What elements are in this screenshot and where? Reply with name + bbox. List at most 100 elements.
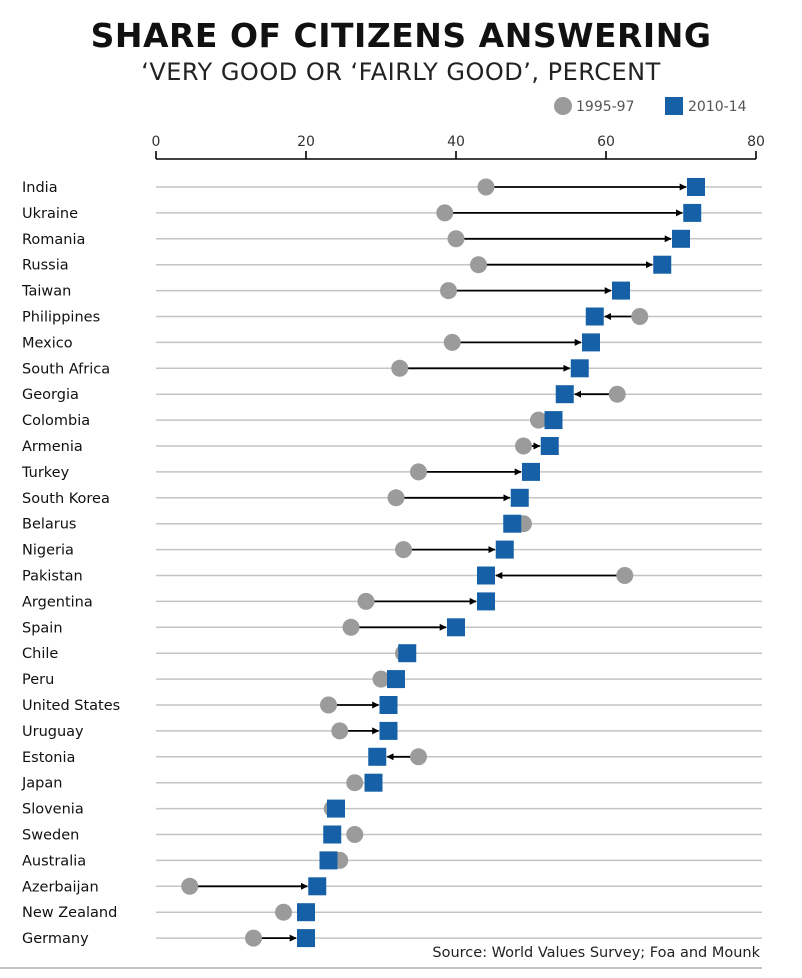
row-spain: Spain [22,618,762,637]
country-label: Azerbaijan [22,879,99,895]
point-1995-97 [436,204,454,222]
country-label: United States [22,698,120,714]
point-1995-97 [372,670,390,688]
point-1995-97 [391,359,409,377]
point-1995-97 [470,256,487,274]
point-2010-14 [570,359,589,378]
point-1995-97 [181,877,199,895]
row-sweden: Sweden [22,825,762,844]
legend: 1995-97 2010-14 [554,97,747,115]
point-2010-14 [522,462,540,481]
point-1995-97 [443,333,461,351]
point-1995-97 [410,463,427,481]
country-label: Taiwan [21,284,71,300]
country-label: Armenia [22,439,83,455]
point-1995-97 [515,437,532,455]
country-label: Japan [21,776,62,792]
legend-marker-2010-14 [665,97,683,115]
row-chile: Chile [22,644,762,663]
point-2010-14 [379,696,398,714]
row-estonia: Estonia [22,747,762,766]
country-label: Chile [22,646,58,662]
country-label: Pakistan [22,569,83,585]
point-2010-14 [612,281,630,300]
point-2010-14 [555,385,574,404]
x-tick-label: 60 [597,134,615,150]
row-nigeria: Nigeria [22,540,762,559]
country-label: Slovenia [22,802,84,818]
point-2010-14 [510,488,529,507]
point-1995-97 [477,178,495,196]
country-label: Georgia [22,387,79,403]
country-label: Sweden [22,828,79,844]
point-2010-14 [379,721,398,740]
row-germany: Germany [22,929,762,948]
country-label: Turkey [21,465,70,481]
row-slovenia: Slovenia [22,799,762,818]
row-australia: Australia [22,851,762,870]
point-1995-97 [331,722,349,740]
country-label: India [22,180,58,196]
country-label: New Zealand [22,905,117,921]
x-axis: 0 20 40 60 80 [152,134,765,160]
point-2010-14 [672,229,690,248]
row-taiwan: Taiwan [21,281,762,300]
row-japan: Japan [21,773,762,792]
country-label: Spain [22,620,63,636]
point-2010-14 [319,851,338,870]
point-1995-97 [440,282,457,300]
point-2010-14 [687,178,705,196]
point-2010-14 [308,877,327,896]
point-1995-97 [631,308,649,325]
row-armenia: Armenia [22,437,762,455]
point-1995-97 [346,774,364,792]
point-1995-97 [387,489,405,507]
point-2010-14 [297,929,315,948]
country-label: South Africa [22,361,110,377]
point-2010-14 [364,773,383,792]
chart-title: SHARE OF CITIZENS ANSWERING [90,16,712,55]
country-label: Nigeria [22,543,74,559]
row-new-zealand: New Zealand [22,903,762,922]
row-argentina: Argentina [22,592,762,611]
legend-label-2010-14: 2010-14 [688,99,747,115]
point-2010-14 [582,333,600,352]
country-label: Argentina [22,594,93,610]
row-colombia: Colombia [22,411,762,430]
row-india: India [22,178,762,196]
legend-label-1995-97: 1995-97 [576,99,635,115]
point-1995-97 [447,230,465,248]
point-2010-14 [387,670,405,689]
point-1995-97 [245,929,262,947]
row-south-korea: South Korea [22,488,762,507]
point-2010-14 [297,903,315,922]
point-1995-97 [608,385,626,403]
point-2010-14 [477,566,495,585]
point-1995-97 [346,826,364,843]
row-ukraine: Ukraine [22,203,762,222]
row-azerbaijan: Azerbaijan [22,877,762,896]
point-1995-97 [357,592,375,610]
country-label: Belarus [22,517,77,533]
row-russia: Russia [22,255,762,274]
country-label: Russia [22,258,69,274]
chart-subtitle: ‘VERY GOOD OR ‘FAIRLY GOOD’, PERCENT [141,58,661,86]
country-label: Australia [22,853,86,869]
point-2010-14 [653,255,672,274]
x-tick-label: 0 [152,134,161,150]
point-1995-97 [275,903,292,921]
row-philippines: Philippines [22,307,762,326]
x-tick-label: 20 [297,134,315,150]
data-rows: India Ukraine Romania Russia Taiwan Philippin… [21,178,762,948]
row-pakistan: Pakistan [22,566,762,585]
country-label: Colombia [22,413,90,429]
point-1995-97 [530,411,547,429]
row-belarus: Belarus [22,514,762,533]
country-label: South Korea [22,491,110,507]
point-1995-97 [616,567,634,584]
country-label: Germany [22,931,89,947]
country-label: Estonia [22,750,75,766]
point-2010-14 [503,514,522,533]
point-2010-14 [495,540,514,559]
